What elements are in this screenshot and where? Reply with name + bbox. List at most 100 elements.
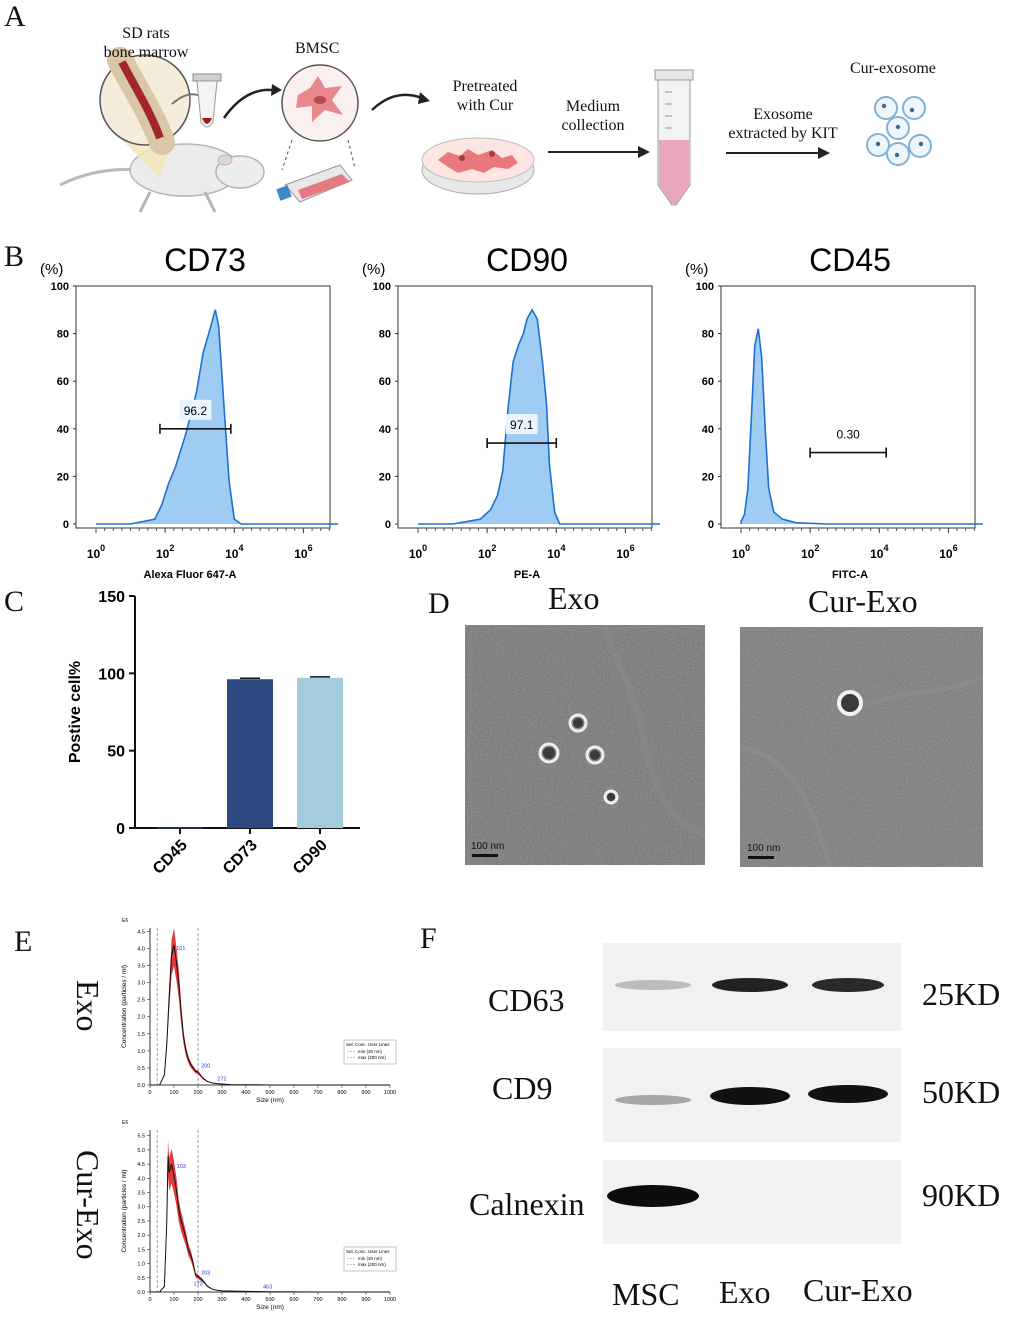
- nta-peak-label: 463: [263, 1284, 272, 1290]
- flow-gate-value: 97.1: [510, 418, 534, 432]
- schematic-illustration: [59, 47, 932, 213]
- petri-dish-icon: [421, 137, 535, 195]
- nta-xtick: 800: [337, 1297, 346, 1303]
- nta-xtick: 600: [289, 1090, 298, 1096]
- scale-bar: [748, 856, 774, 859]
- nta-xtick: 600: [289, 1297, 298, 1303]
- tem-image-cur-exo: 100 nm: [740, 627, 983, 867]
- nta-ytick: 4.5: [137, 1162, 145, 1168]
- flow-xtick: 100: [409, 543, 427, 561]
- nta-ytick: 0.5: [137, 1276, 145, 1282]
- bmsc-cell-illustration: [281, 64, 359, 171]
- schematic-label-pretreated: Pretreated: [452, 78, 518, 95]
- panel-label-a: A: [4, 0, 26, 33]
- flow-ytick: 20: [379, 471, 391, 483]
- nta-xtick: 200: [193, 1297, 202, 1303]
- bar-category-label: CD90: [290, 837, 331, 878]
- nta-peak-label: 103: [177, 1164, 186, 1170]
- nta-xlabel: Size (nm): [256, 1097, 284, 1104]
- panel-label-e: E: [14, 925, 33, 958]
- nta-legend-title: Sel. Conc. User Lines: [346, 1249, 390, 1254]
- tem-title-exo: Exo: [548, 580, 600, 616]
- nta-xtick: 400: [241, 1090, 250, 1096]
- panel-label-d: D: [428, 587, 450, 620]
- flow-ytick: 40: [702, 424, 714, 436]
- blot-protein-cd63: CD63: [488, 982, 565, 1018]
- flow-pct-unit: (%): [40, 261, 63, 278]
- nta-ytick: 3.5: [137, 964, 145, 970]
- nta-ytick: 4.0: [137, 946, 145, 952]
- flow-cytometry-panel: (%) CD73 100 80 60 40 20 0 100 102 104 106 Alexa Flu…: [0, 245, 1010, 585]
- flow-ytick: 0: [708, 519, 714, 531]
- flow-ytick: 100: [51, 281, 69, 293]
- nta-xtick: 300: [217, 1090, 226, 1096]
- nta-xtick: 800: [337, 1090, 346, 1096]
- blot-lane-cur-exo: Cur-Exo: [803, 1272, 913, 1308]
- flow-ytick: 100: [696, 281, 714, 293]
- nta-ylabel: Concentration (particles / ml): [121, 1169, 128, 1252]
- flow-xtick: 104: [870, 543, 888, 561]
- flow-title: CD90: [486, 245, 568, 278]
- falcon-tube-icon: [654, 69, 694, 206]
- schematic-label-extracted: extracted by KIT: [728, 125, 838, 142]
- bar-category-label: CD45: [150, 837, 191, 878]
- arrow-icon: [222, 88, 273, 119]
- nta-ytick: 4.0: [137, 1176, 145, 1182]
- nta-ytick: 2.5: [137, 998, 145, 1004]
- nta-ytick: 2.5: [137, 1219, 145, 1225]
- flow-gate-value: 0.30: [836, 428, 860, 442]
- nta-legend-item: max (200 nm): [358, 1262, 386, 1267]
- nta-yunit: E6: [122, 918, 128, 924]
- flow-histogram-curve: [740, 328, 983, 525]
- flow-xtick: 100: [732, 543, 750, 561]
- flow-xtick: 106: [939, 543, 957, 561]
- nta-xtick: 1000: [384, 1297, 396, 1303]
- flow-ytick: 100: [373, 281, 391, 293]
- flow-pct-unit: (%): [362, 261, 385, 278]
- nta-xtick: 500: [265, 1090, 274, 1096]
- flow-xtick: 102: [801, 543, 819, 561]
- flow-ytick: 0: [385, 519, 391, 531]
- blot-lane-exo: Exo: [719, 1274, 771, 1310]
- nta-ytick: 1.0: [137, 1049, 145, 1055]
- flow-xtick: 100: [87, 543, 105, 561]
- tem-image-exo: 100 nm: [465, 625, 705, 865]
- nta-xtick: 500: [265, 1297, 274, 1303]
- tem-title-cur-exo: Cur-Exo: [808, 583, 918, 619]
- nta-side-label-exo: Exo: [70, 980, 106, 1032]
- nta-xtick: 300: [217, 1297, 226, 1303]
- flow-title: CD45: [809, 245, 891, 278]
- nta-ylabel: Concentration (particles / ml): [121, 965, 128, 1048]
- flow-histogram-cd73: (%) CD73 100 80 60 40 20 0 100 102 104 106 Alexa Flu…: [40, 245, 338, 581]
- blot-size-90kd: 90KD: [922, 1177, 1001, 1213]
- tube-icon: [192, 73, 222, 128]
- blot-protein-cd9: CD9: [492, 1070, 553, 1106]
- scale-bar: [472, 854, 498, 857]
- panel-label-b: B: [4, 240, 25, 273]
- nta-error-band: [150, 928, 390, 1085]
- blot-lane-msc: MSC: [612, 1276, 680, 1312]
- nta-legend: [343, 1246, 397, 1272]
- flow-histogram-cd45: (%) CD45 100 80 60 40 20 0 100 102 104 106 FITC-A 0.3…: [685, 245, 983, 581]
- nta-peak-label: 173: [194, 1282, 203, 1288]
- nta-xlabel: Size (nm): [256, 1304, 284, 1311]
- nta-legend: [343, 1039, 397, 1065]
- flow-ytick: 80: [702, 329, 714, 341]
- flow-histogram-cd90: (%) CD90 100 80 60 40 20 0 100 102 104 106 PE-A 97.1: [362, 245, 660, 581]
- flow-ytick: 20: [702, 471, 714, 483]
- nta-ytick: 5.0: [137, 1148, 145, 1154]
- schematic-panel: SD rats bone marrow BMSC Pretreated with…: [0, 0, 1010, 230]
- nta-chart-cur-exo: E6 0.0 0.5 1.0 1.5 2.0 2.5 3.0 3.5 4.0 4.5 5.0 5.5 0 1…: [112, 1112, 412, 1317]
- flow-ytick: 80: [379, 329, 391, 341]
- flow-xtick: 106: [294, 543, 312, 561]
- flow-ytick: 80: [57, 329, 69, 341]
- nta-peak-label: 200: [201, 1064, 210, 1070]
- rat-illustration: [59, 47, 265, 213]
- blot-calnexin: [603, 1160, 901, 1244]
- blot-protein-calnexin: Calnexin: [469, 1186, 585, 1222]
- flow-ytick: 60: [702, 376, 714, 388]
- nta-ytick: 0.0: [137, 1290, 145, 1296]
- nta-xtick: 200: [193, 1090, 202, 1096]
- schematic-label-exosome: Exosome: [753, 106, 813, 123]
- nta-xtick: 900: [361, 1297, 370, 1303]
